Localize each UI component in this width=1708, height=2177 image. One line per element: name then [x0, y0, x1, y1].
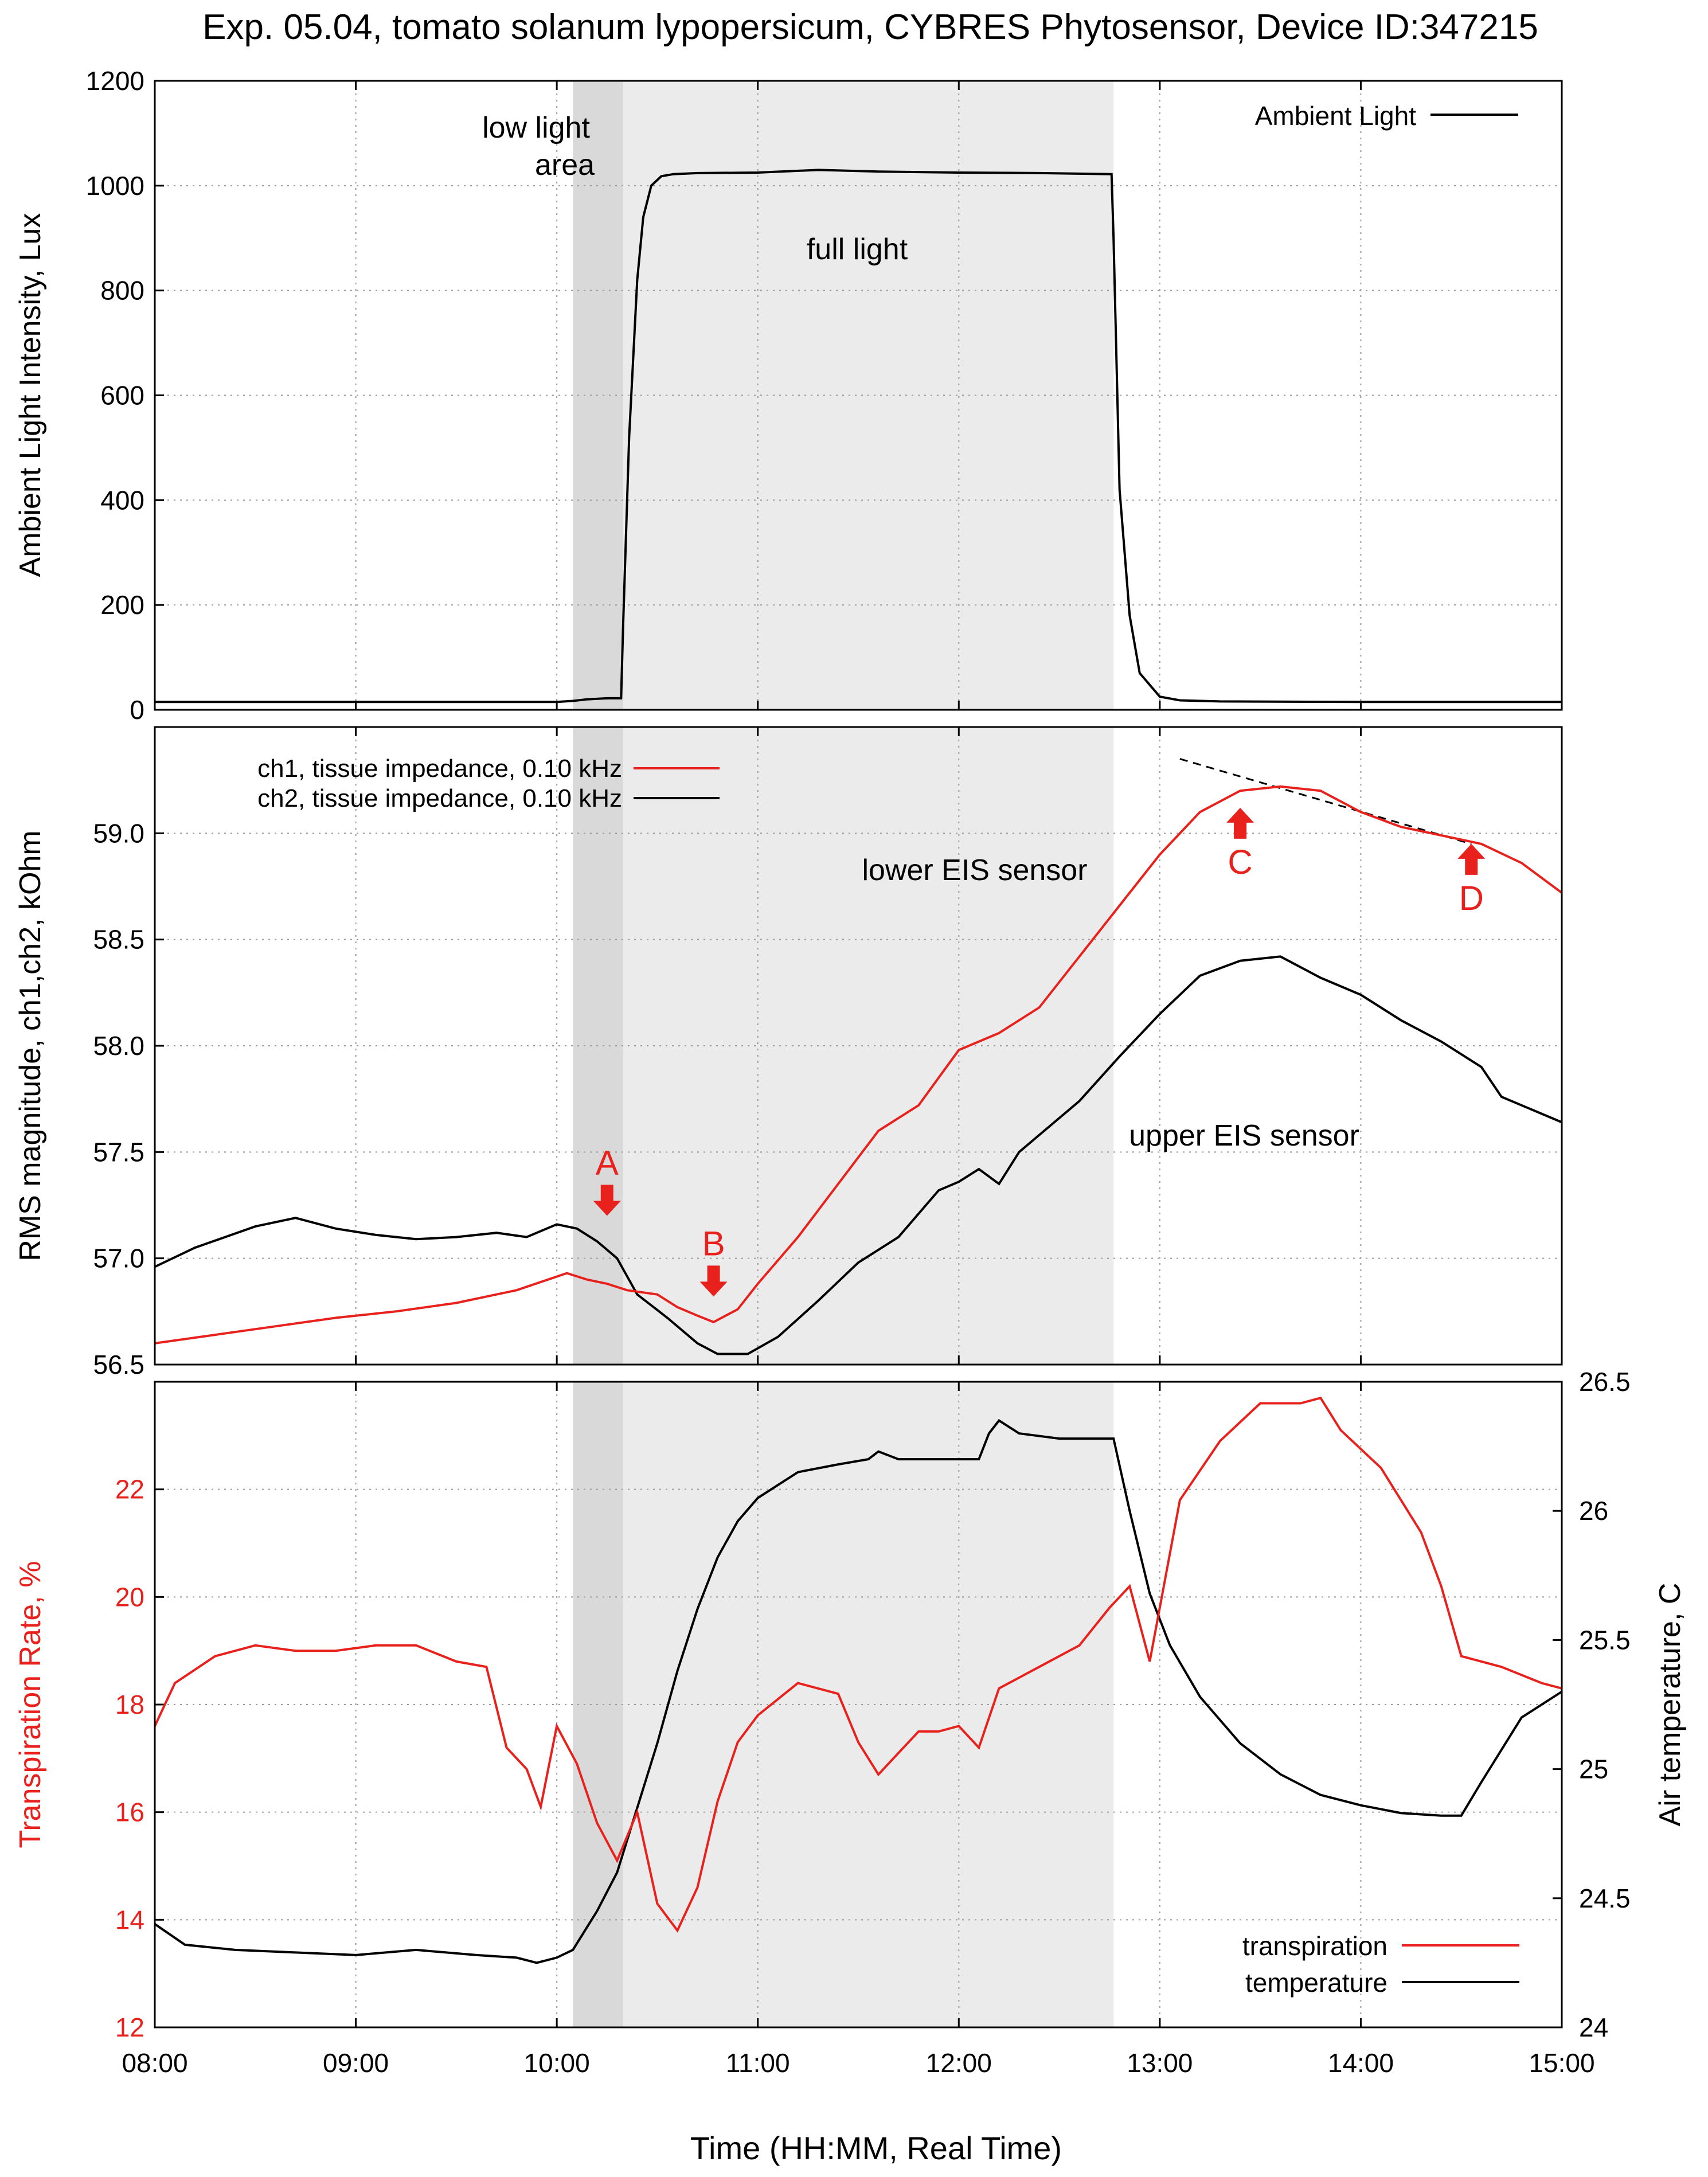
- y-tick-label: 58.5: [93, 925, 144, 955]
- panel-light: 0 200 400 600 800 1000 1200 Ambient Light Inte…: [14, 66, 1563, 725]
- series-ch1: [154, 785, 1563, 1344]
- panel-transpiration: 12 14 16 18 20 22 24 24.5 25 25.5 26 26.5 08:00 09:…: [14, 1367, 1687, 2078]
- x-tick-label: 09:00: [323, 2048, 389, 2078]
- y-tick-label: 16: [115, 1797, 144, 1827]
- y-tick-label: 22: [115, 1475, 144, 1504]
- annotation-full-light: full light: [807, 233, 908, 266]
- y2-tick-label: 24: [1579, 2012, 1608, 2042]
- annotation-upper-sensor: upper EIS sensor: [1129, 1119, 1359, 1152]
- y2-tick-label: 25.5: [1579, 1625, 1631, 1655]
- shade-low-light: [573, 81, 623, 710]
- figure-title: Exp. 05.04, tomato solanum lypopersicum,…: [202, 7, 1538, 47]
- grid: [155, 1382, 1562, 2027]
- shade-low-light: [573, 727, 623, 1365]
- y-tick-label: 57.5: [93, 1137, 144, 1167]
- y-tick-label: 20: [115, 1582, 144, 1612]
- y-ticks: 56.5 57.0 57.5 58.0 58.5 59.0: [93, 818, 164, 1379]
- annotation-lower-sensor: lower EIS sensor: [862, 854, 1087, 887]
- y-tick-label: 1000: [86, 171, 144, 201]
- y-axis-label: Transpiration Rate, %: [14, 1561, 47, 1848]
- annotation-area: area: [535, 148, 595, 182]
- legend-label-ch1: ch1, tissue impedance, 0.10 kHz: [257, 755, 622, 783]
- series-ch2: [154, 955, 1562, 1355]
- y-tick-label: 58.0: [93, 1031, 144, 1061]
- y2-tick-label: 26: [1579, 1496, 1608, 1526]
- y-tick-label: 18: [115, 1690, 144, 1719]
- legend-label-transpiration: transpiration: [1242, 1931, 1387, 1961]
- y-tick-label: 14: [115, 1905, 144, 1934]
- y-tick-label: 400: [100, 485, 144, 515]
- series-transpiration: [154, 1396, 1562, 1933]
- y2-axis-label: Air temperature, C: [1654, 1583, 1687, 1827]
- marker-label-c: C: [1228, 843, 1252, 881]
- y-tick-label: 0: [130, 695, 144, 725]
- x-tick-label: 12:00: [926, 2048, 992, 2078]
- y-tick-label: 59.0: [93, 818, 144, 848]
- legend-label-temperature: temperature: [1245, 1968, 1387, 1998]
- y-tick-label: 1200: [86, 66, 144, 96]
- y-ticks: 12 14 16 18 20 22: [115, 1475, 164, 2042]
- y-axis-label: RMS magnitude, ch1,ch2, kOhm: [14, 830, 47, 1261]
- y2-tick-label: 25: [1579, 1754, 1608, 1784]
- x-tick-label: 11:00: [726, 2048, 790, 2078]
- y-axis-label: Ambient Light Intensity, Lux: [14, 213, 47, 577]
- plot-frame: [154, 80, 1563, 711]
- marker-arrow-c: [1226, 807, 1254, 839]
- series-temperature: [154, 1418, 1563, 1964]
- y-tick-label: 600: [100, 381, 144, 411]
- marker-label-a: A: [596, 1144, 619, 1182]
- y2-tick-label: 24.5: [1579, 1883, 1631, 1913]
- marker-arrow-a: [593, 1185, 621, 1216]
- x-tick-label: 08:00: [122, 2048, 187, 2078]
- y-ticks: 0 200 400 600 800 1000 1200: [86, 66, 164, 725]
- annotation-low-light: low light: [482, 111, 590, 144]
- x-tick-label: 10:00: [524, 2048, 590, 2078]
- x-tick-label: 13:00: [1127, 2048, 1193, 2078]
- trend-line: [1179, 758, 1472, 845]
- x-ticks: 08:00 09:00 10:00 11:00 12:00 13:00 14:00 15:00: [122, 1382, 1595, 2078]
- grid: [155, 727, 1562, 1365]
- marker-arrow-d: [1457, 843, 1486, 875]
- y-tick-label: 56.5: [93, 1350, 144, 1379]
- x-axis-label: Time (HH:MM, Real Time): [690, 2130, 1062, 2166]
- y-tick-label: 12: [115, 2012, 144, 2042]
- panel-impedance: 56.5 57.0 57.5 58.0 58.5 59.0 A B C D RMS magnit…: [14, 726, 1563, 1379]
- grid: [155, 81, 1562, 710]
- legend-label-ch2: ch2, tissue impedance, 0.10 kHz: [257, 784, 622, 812]
- x-tick-label: 15:00: [1529, 2048, 1594, 2078]
- y-tick-label: 800: [100, 276, 144, 306]
- y2-tick-label: 26.5: [1579, 1367, 1631, 1397]
- markers: A B C D: [593, 807, 1486, 1297]
- x-tick-label: 14:00: [1328, 2048, 1394, 2078]
- marker-label-b: B: [702, 1224, 725, 1263]
- marker-label-d: D: [1459, 879, 1484, 917]
- y-tick-label: 200: [100, 590, 144, 620]
- shade-low-light: [573, 1382, 623, 2027]
- legend-label-ambient-light: Ambient Light: [1255, 101, 1416, 131]
- plot-frame: [154, 1381, 1563, 2029]
- series-ambient-light: [155, 169, 1562, 703]
- marker-arrow-b: [699, 1265, 728, 1297]
- y-tick-label: 57.0: [93, 1244, 144, 1273]
- plot-frame: [154, 726, 1563, 1366]
